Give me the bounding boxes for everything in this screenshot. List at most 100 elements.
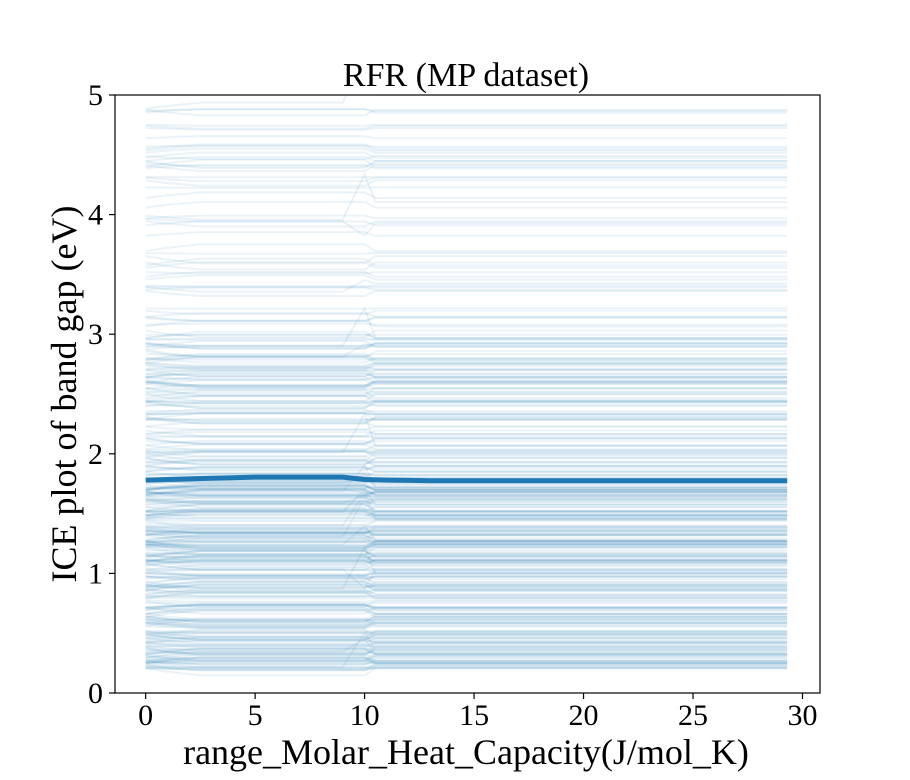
ice-line <box>145 494 788 504</box>
ice-line <box>145 560 788 563</box>
ice-line <box>145 553 788 560</box>
ice-line <box>145 590 788 599</box>
ice-line <box>145 663 788 669</box>
ice-line <box>145 513 788 519</box>
x-tick-label: 20 <box>569 699 599 732</box>
ice-line <box>145 457 788 466</box>
ice-line <box>145 443 788 451</box>
ice-line <box>145 416 788 422</box>
ice-line <box>145 408 788 415</box>
ice-line <box>145 437 788 446</box>
ice-line <box>145 602 788 612</box>
ice-line <box>145 625 788 629</box>
ice-line <box>145 380 788 388</box>
ice-line <box>145 506 788 513</box>
ice-line <box>145 617 788 625</box>
ice-line <box>145 630 788 635</box>
ice-line <box>145 520 788 529</box>
ice-line <box>145 517 788 520</box>
ice-line <box>145 603 788 610</box>
ice-line <box>145 583 788 592</box>
ice-line <box>145 628 788 636</box>
ice-line <box>145 510 788 513</box>
ice-line <box>145 530 788 533</box>
ice-line <box>145 648 788 656</box>
ice-line <box>145 540 788 543</box>
ice-line <box>145 616 788 622</box>
ice-line <box>145 545 788 590</box>
ice-line <box>145 417 788 425</box>
ice-line <box>145 507 788 513</box>
ice-line <box>145 531 788 536</box>
ice-line <box>145 540 788 550</box>
ice-line <box>145 400 788 404</box>
ice-line <box>145 545 788 549</box>
ice-line <box>145 357 788 361</box>
ice-line <box>145 580 788 589</box>
ice-line <box>145 526 788 530</box>
ice-line <box>145 367 788 371</box>
chart-title: RFR (MP dataset) <box>343 57 589 94</box>
ice-line <box>145 485 788 492</box>
ice-line <box>145 642 788 649</box>
ice-line <box>145 515 788 521</box>
ice-line <box>145 655 788 664</box>
ice-line <box>145 604 788 608</box>
ice-line <box>145 483 788 492</box>
ice-line <box>145 305 788 351</box>
ice-line <box>145 450 788 456</box>
ice-line <box>145 547 788 557</box>
ice-line <box>145 650 788 654</box>
ice-line <box>145 465 788 471</box>
ice-line <box>145 473 788 476</box>
ice-line <box>145 646 788 656</box>
ice-line <box>145 450 788 458</box>
x-tick-label: 15 <box>459 699 489 732</box>
ice-line <box>145 379 788 385</box>
ice-line <box>145 465 788 472</box>
ice-line <box>145 369 788 378</box>
ice-line <box>145 143 788 150</box>
ice-line <box>145 589 788 595</box>
ice-line <box>145 600 788 608</box>
ice-line <box>145 577 788 584</box>
plot-frame <box>114 94 821 694</box>
ice-line <box>145 637 788 640</box>
ice-line <box>145 542 788 550</box>
ice-line <box>145 391 788 395</box>
ice-line <box>145 341 788 347</box>
ice-line <box>145 559 788 565</box>
ice-line <box>145 499 788 509</box>
ice-line <box>145 614 788 624</box>
ice-line <box>145 496 788 500</box>
ice-line <box>145 656 788 662</box>
ice-line <box>145 425 788 431</box>
ice-line <box>145 486 788 490</box>
ice-line <box>145 553 788 563</box>
ice-line <box>145 572 788 575</box>
ice-line <box>145 525 788 532</box>
x-tick-label: 5 <box>248 699 263 732</box>
ice-line <box>145 108 788 112</box>
ice-line <box>145 654 788 662</box>
ice-line <box>145 127 788 131</box>
ice-line <box>145 661 788 664</box>
ice-line <box>145 622 788 627</box>
ice-line <box>145 580 788 590</box>
ice-line <box>145 631 788 635</box>
ice-line <box>145 417 788 421</box>
ice-line <box>145 363 788 371</box>
ice-line <box>145 502 788 512</box>
ice-line <box>145 509 788 518</box>
ice-line <box>145 588 788 596</box>
ice-line <box>145 444 788 452</box>
ice-line <box>145 255 788 265</box>
ice-line <box>145 357 788 364</box>
ice-line <box>145 545 788 555</box>
ice-line <box>145 243 788 253</box>
ice-line <box>145 660 788 666</box>
ice-line <box>145 412 788 416</box>
ice-line <box>145 171 788 221</box>
ice-line <box>145 585 788 588</box>
